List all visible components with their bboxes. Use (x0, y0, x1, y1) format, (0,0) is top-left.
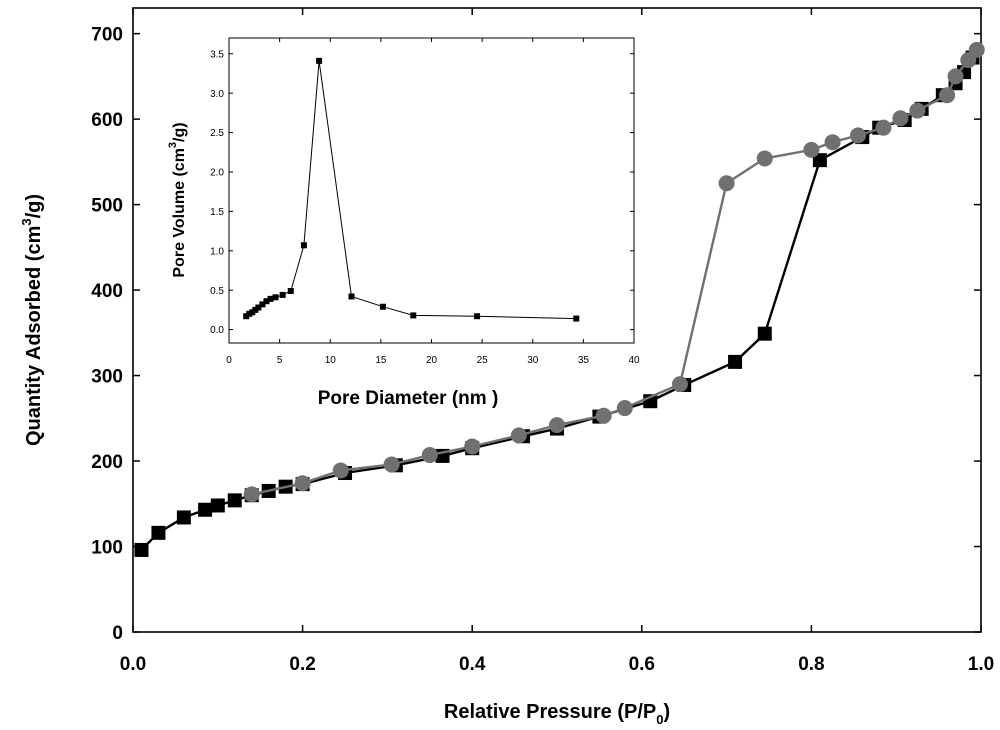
inset-x-tick-label: 15 (375, 355, 387, 366)
inset-x-axis-title: Pore Diameter (nm ) (318, 388, 499, 409)
inset-series-0-point (573, 316, 579, 322)
inset-series-0-point (280, 292, 286, 298)
main-x-axis-title: Relative Pressure (P/P0) (444, 701, 670, 727)
main-y-tick-label: 400 (91, 281, 123, 302)
inset-x-tick-label: 40 (628, 355, 640, 366)
main-y-tick-label: 600 (91, 110, 123, 131)
inset-series-0-point (273, 294, 279, 300)
main-y-tick-label: 100 (91, 537, 123, 558)
main-x-tick-label: 0.8 (798, 654, 824, 675)
main-series-1-point (549, 417, 565, 433)
main-series-1-point (596, 408, 612, 424)
main-series-1-point (617, 400, 633, 416)
inset-plot-background (229, 38, 634, 343)
main-series-1-point (757, 150, 773, 166)
main-y-tick-label: 0 (112, 623, 123, 644)
main-y-tick-label: 500 (91, 195, 123, 216)
main-series-1-point (875, 120, 891, 136)
main-x-tick-label: 0.4 (459, 654, 486, 675)
inset-series-0-point (474, 313, 480, 319)
main-series-1-point (969, 42, 985, 58)
main-series-1-point (948, 68, 964, 84)
inset-x-tick-label: 10 (325, 355, 337, 366)
inset-y-tick-label: 2.5 (210, 128, 224, 139)
inset-series-0-point (288, 288, 294, 294)
main-series-1-point (333, 462, 349, 478)
main-series-0-point (228, 493, 242, 507)
inset-y-tick-label: 2.0 (210, 168, 224, 179)
inset-x-tick-label: 5 (277, 355, 283, 366)
main-series-0-point (134, 543, 148, 557)
inset-x-tick-label: 30 (527, 355, 539, 366)
main-series-1-point (422, 447, 438, 463)
main-y-axis-title: Quantity Adsorbed (cm3/g) (19, 194, 45, 446)
main-series-0-point (211, 498, 225, 512)
main-series-0-point (177, 510, 191, 524)
main-series-0-point (151, 526, 165, 540)
inset-series-0-point (316, 58, 322, 64)
inset-series-0-point (380, 304, 386, 310)
main-y-tick-label: 200 (91, 452, 123, 473)
inset-y-tick-label: 1.5 (210, 207, 224, 218)
main-x-tick-label: 1.0 (968, 654, 994, 675)
main-series-0-point (758, 327, 772, 341)
main-series-1-point (803, 142, 819, 158)
main-series-1-point (384, 456, 400, 472)
main-y-tick-label: 300 (91, 366, 123, 387)
inset-x-tick-label: 20 (426, 355, 438, 366)
inset-series-0-point (301, 242, 307, 248)
main-x-tick-label: 0.6 (629, 654, 655, 675)
inset-series-0-point (410, 312, 416, 318)
inset-y-axis-title: Pore Volume (cm3/g) (167, 122, 188, 277)
main-series-1-point (850, 127, 866, 143)
main-x-tick-label: 0.0 (120, 654, 146, 675)
main-series-1-point (939, 87, 955, 103)
inset-series-0-point (349, 294, 355, 300)
main-series-1-point (244, 486, 260, 502)
main-series-1-point (825, 134, 841, 150)
inset-x-tick-label: 0 (226, 355, 232, 366)
main-x-tick-label: 0.2 (289, 654, 315, 675)
main-series-1-point (511, 427, 527, 443)
inset-x-tick-label: 35 (578, 355, 590, 366)
main-series-1-point (672, 376, 688, 392)
inset-y-tick-label: 3.0 (210, 89, 224, 100)
main-series-1-point (295, 475, 311, 491)
main-series-0-point (728, 355, 742, 369)
main-series-1-point (909, 103, 925, 119)
main-series-1-point (464, 439, 480, 455)
main-series-0-point (198, 503, 212, 517)
inset-y-tick-label: 0.0 (210, 325, 224, 336)
inset-y-tick-label: 3.5 (210, 49, 224, 60)
inset-y-tick-label: 1.0 (210, 246, 224, 257)
main-series-1-point (719, 175, 735, 191)
main-series-1-point (892, 110, 908, 126)
inset-y-tick-label: 0.5 (210, 286, 224, 297)
inset-x-tick-label: 25 (477, 355, 489, 366)
main-y-tick-label: 700 (91, 24, 123, 45)
